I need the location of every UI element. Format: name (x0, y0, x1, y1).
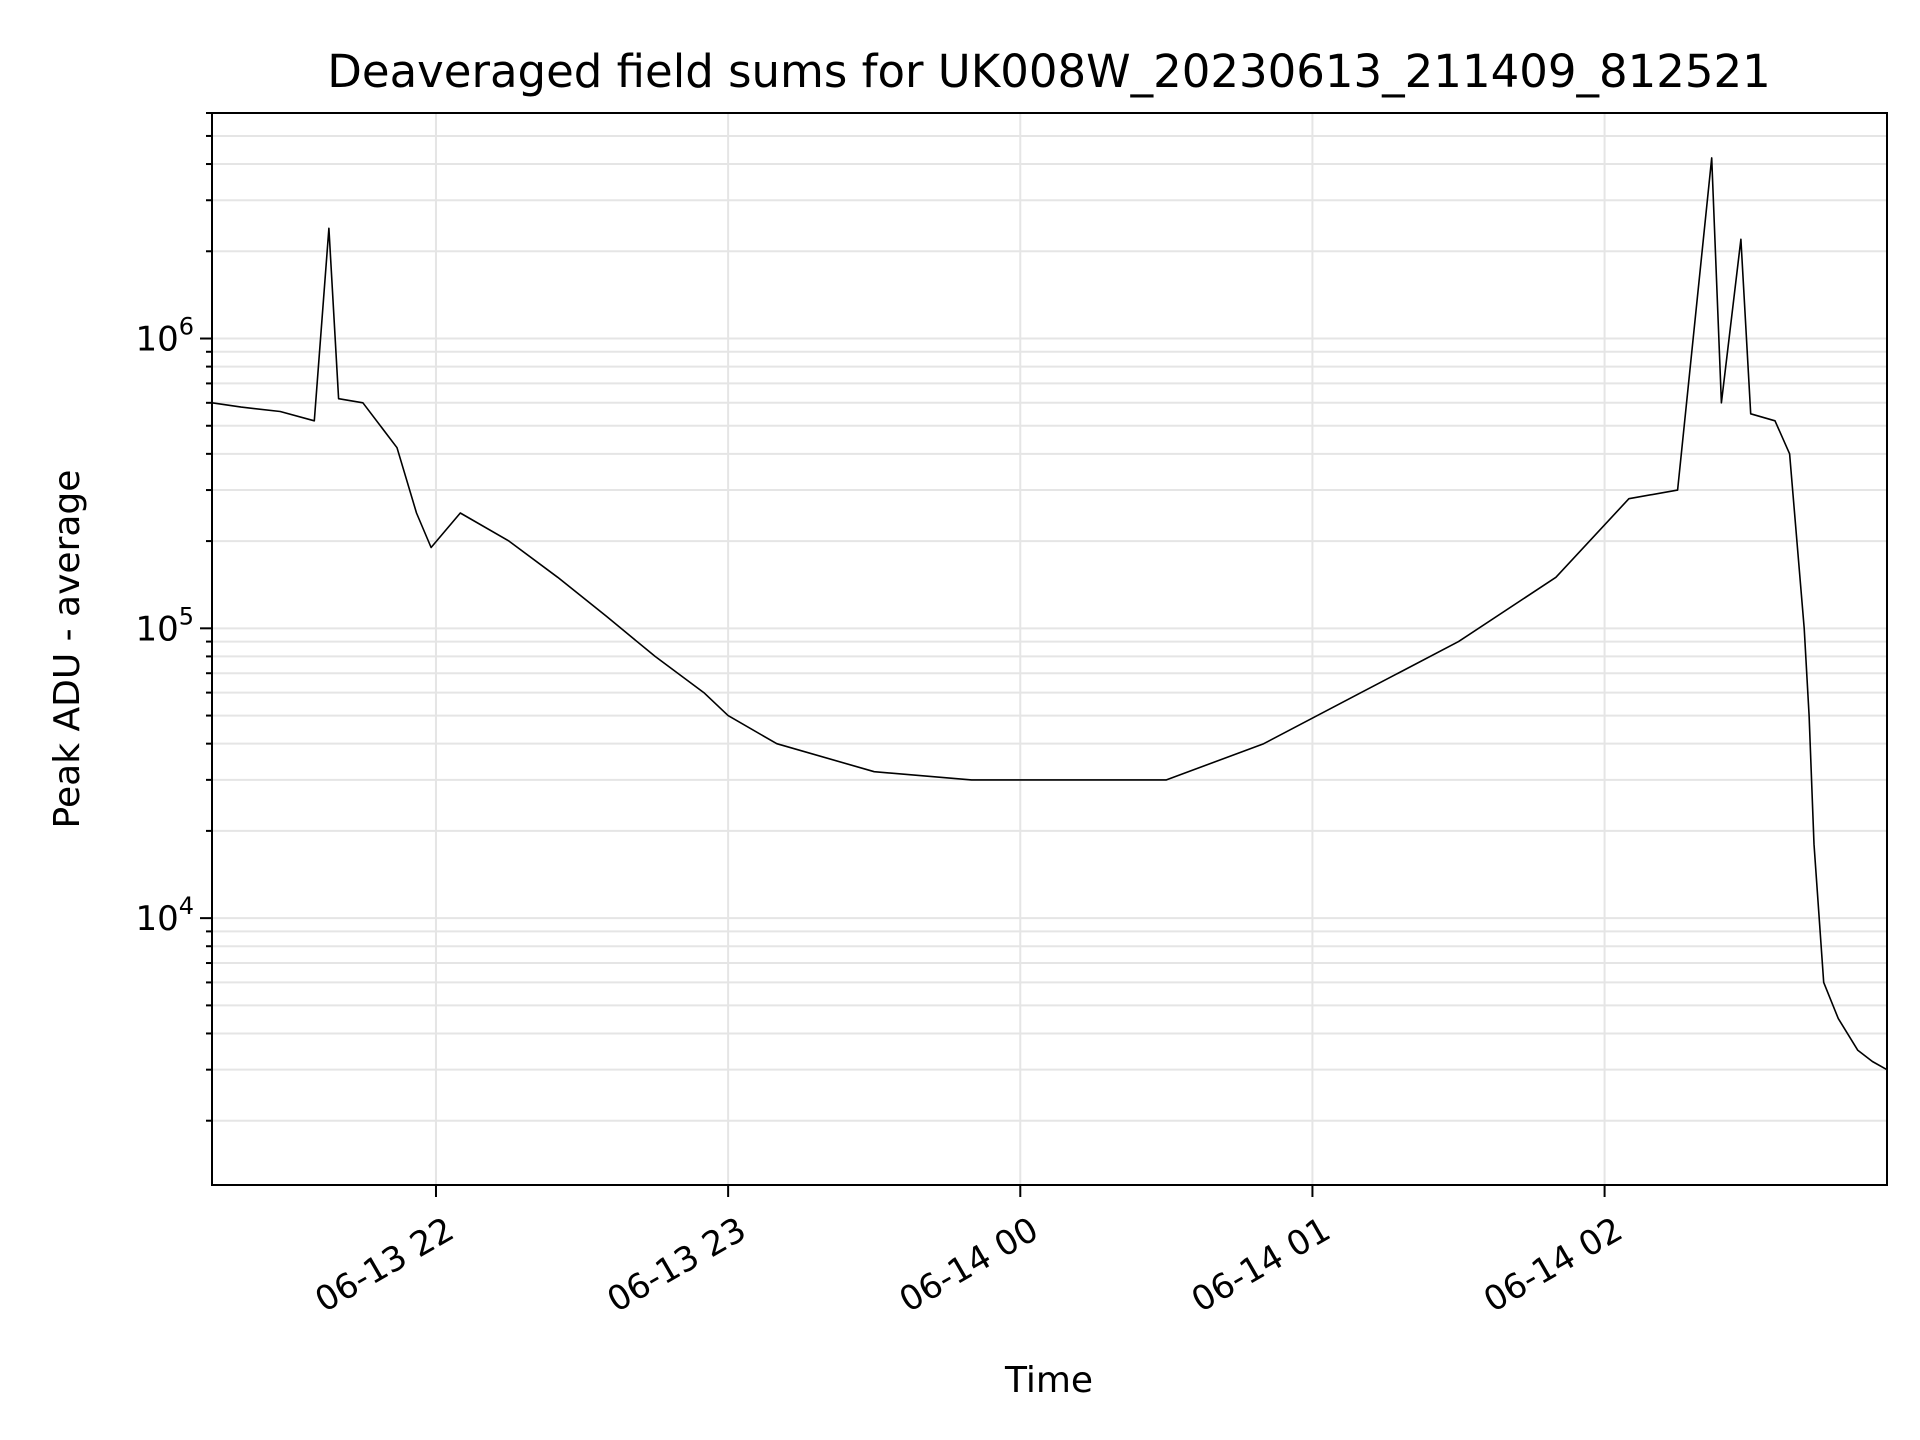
y-tick-label: 105 (135, 602, 194, 649)
grid-lines (212, 112, 1887, 1185)
chart-title: Deaveraged field sums for UK008W_2023061… (327, 45, 1771, 98)
x-tick-label: 06-14 01 (1185, 1210, 1337, 1321)
x-axis-label: Time (1004, 1360, 1093, 1401)
series-layer (211, 157, 1888, 1071)
y-axis: 104 105 106 (135, 112, 212, 1122)
x-tick-label: 06-13 22 (308, 1210, 460, 1321)
y-tick-label: 104 (135, 892, 194, 939)
x-tick-label: 06-14 02 (1477, 1210, 1629, 1321)
y-tick-label: 106 (135, 313, 194, 360)
series-line (211, 157, 1888, 1071)
y-axis-label: Peak ADU - average (47, 470, 88, 829)
x-axis: 06-13 22 06-13 23 06-14 00 06-14 01 06-14 02 (308, 1185, 1629, 1321)
plot-frame (211, 112, 1888, 1186)
x-tick-label: 06-14 00 (893, 1210, 1045, 1321)
x-tick-label: 06-13 23 (601, 1210, 753, 1321)
